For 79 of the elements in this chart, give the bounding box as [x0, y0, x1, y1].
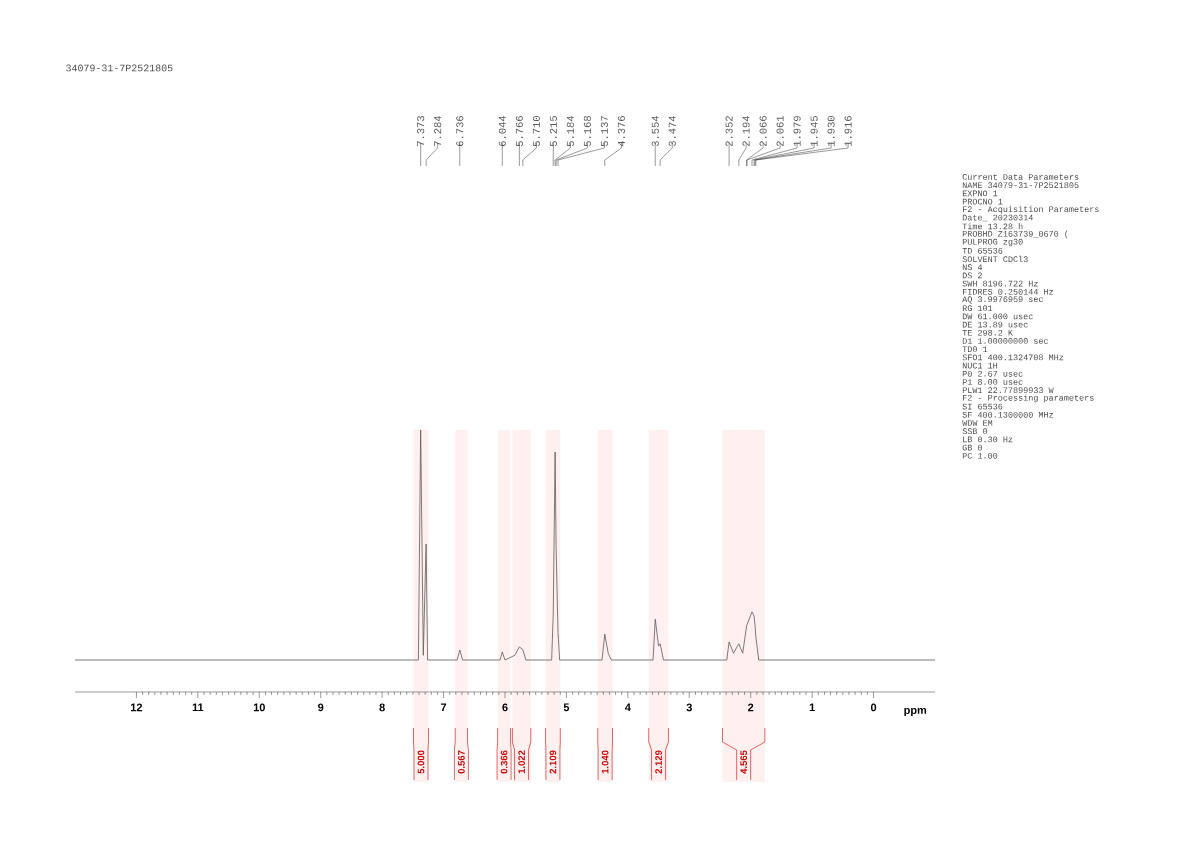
annotation: 2.066	[759, 116, 767, 147]
x-tick-label: 10	[253, 703, 265, 712]
x-tick-label: 2	[748, 703, 754, 712]
annotation: 5.184	[566, 115, 574, 147]
annotation: 5.710	[532, 116, 540, 147]
text: P1 8.00 usec	[962, 379, 1023, 385]
x-axis-title: ppm	[904, 707, 927, 717]
annotation: 2.061	[776, 115, 784, 147]
annotation: 3.474	[668, 115, 676, 147]
text: DW 61.000 usec	[962, 313, 1033, 320]
annotation: 5.215	[549, 116, 557, 147]
text: PLW1 22.77899933 W	[962, 387, 1054, 394]
text: P0 2.67 usec	[962, 370, 1023, 377]
text: TD 65536	[962, 247, 1003, 254]
text: FIDRES 0.250144 Hz	[963, 288, 1053, 295]
annotation: 2.352	[725, 116, 733, 147]
x-tick-label: 4	[624, 703, 631, 712]
x-tick-label: 3	[686, 703, 692, 712]
text: SI 65536	[962, 403, 1003, 410]
text: F2 - Processing parameters	[963, 394, 1094, 403]
band-label: 0.366	[500, 750, 508, 774]
x-tick-label: 0	[870, 703, 877, 712]
annotation: 7.373	[417, 116, 425, 146]
x-tick-label: 5	[563, 703, 570, 712]
x-tick-label: 1	[809, 703, 815, 712]
annotation: 1.930	[827, 116, 835, 147]
band-label: 2.129	[655, 750, 662, 774]
text: WDW EM	[962, 420, 993, 426]
text: PROCNO 1	[962, 198, 1003, 205]
annotation: 5.137	[600, 116, 608, 147]
text: DS 2	[962, 272, 982, 279]
annotation: 7.284	[434, 115, 442, 146]
text: EXPNO 1	[962, 190, 998, 197]
chart-title: 34079-31-7P2521805	[66, 64, 173, 72]
text: SWH 8196.722 Hz	[962, 280, 1038, 287]
text: NS 4	[962, 264, 983, 271]
annotation: 1.916	[844, 116, 852, 147]
text: PULPROG zg30	[962, 238, 1023, 247]
x-tick-label: 12	[131, 703, 143, 712]
band-label: 5.000	[417, 750, 425, 774]
text: PC 1.00	[962, 452, 998, 459]
band-label: 1.022	[518, 750, 525, 774]
annotation: 4.376	[617, 116, 625, 147]
text: Date_ 20230314	[962, 214, 1033, 222]
x-tick-label: 6	[502, 703, 508, 712]
text: LB 0.30 Hz	[963, 436, 1013, 443]
annotation: 1.945	[810, 116, 818, 147]
band-label: 0.567	[458, 750, 465, 774]
text: NAME 34079-31-7P2521805	[962, 182, 1079, 189]
text: GB 0	[962, 444, 983, 451]
annotation: 5.168	[583, 116, 591, 147]
x-tick-label: 8	[379, 703, 385, 712]
text: DE 13.89 usec	[962, 321, 1028, 328]
text: RG 101	[962, 305, 993, 312]
text: SFO1 400.1324708 MHz	[962, 354, 1064, 361]
text: F2 - Acquisition Parameters	[963, 205, 1099, 214]
text: NUC1 1H	[962, 362, 998, 369]
text: Current Data Parameters	[962, 174, 1079, 180]
band-label: 2.109	[549, 750, 557, 774]
text: SF 400.1300000 MHz	[962, 411, 1053, 418]
annotation: 5.766	[515, 116, 523, 147]
text: SOLVENT CDCl3	[962, 255, 1028, 263]
x-tick-label: 7	[440, 703, 447, 712]
annotation: 6.044	[498, 115, 506, 147]
x-tick-label: 9	[318, 703, 324, 712]
text: TE 298.2 K	[962, 329, 1014, 336]
annotation: 1.979	[793, 116, 801, 147]
annotation: 3.554	[651, 115, 659, 147]
text: SSB 0	[962, 428, 988, 435]
band-label: 4.565	[740, 750, 748, 774]
text: Time 13.28 h	[962, 223, 1023, 230]
text: PROBHD Z163739_0670 (	[962, 230, 1068, 239]
annotation: 2.194	[742, 115, 750, 147]
text: D1 1.00000000 sec	[962, 338, 1048, 344]
x-tick-label: 11	[192, 703, 204, 712]
text: AQ 3.9976959 sec	[962, 296, 1043, 304]
text: TD0 1	[962, 346, 988, 353]
band-label: 1.040	[601, 750, 609, 774]
annotation: 6.736	[456, 116, 464, 147]
